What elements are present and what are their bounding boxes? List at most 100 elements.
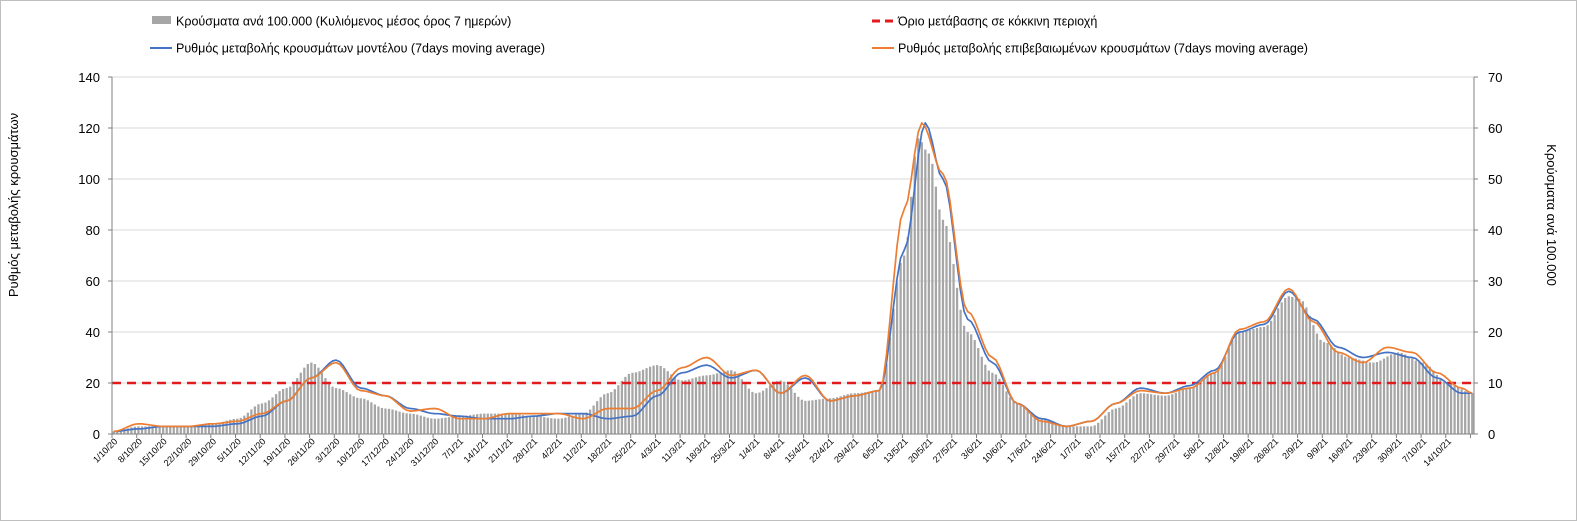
- bar: [349, 394, 352, 434]
- bar: [338, 388, 341, 434]
- bar: [289, 386, 292, 434]
- bar: [197, 425, 200, 434]
- bar: [994, 374, 998, 434]
- bar: [917, 138, 920, 434]
- bar: [1072, 426, 1075, 434]
- bar: [528, 416, 532, 434]
- bar: [1379, 360, 1382, 434]
- bar: [169, 426, 172, 434]
- bar: [1227, 348, 1230, 434]
- bar: [394, 410, 398, 434]
- x-tick-label: 1/7/21: [1058, 436, 1083, 461]
- bar: [716, 373, 719, 434]
- bar: [1040, 418, 1043, 434]
- bar: [490, 413, 493, 434]
- bar: [172, 426, 175, 434]
- bar: [1075, 426, 1079, 434]
- bar: [257, 404, 260, 434]
- bar: [384, 408, 387, 434]
- bar: [910, 196, 913, 434]
- bar: [126, 428, 130, 434]
- bar: [151, 426, 154, 434]
- bar: [250, 409, 253, 434]
- x-tick-label: 22/7/21: [1128, 436, 1156, 464]
- bar: [585, 412, 588, 434]
- bar: [1287, 296, 1290, 434]
- bar: [1174, 392, 1177, 434]
- bar: [1273, 314, 1276, 434]
- bar: [1206, 375, 1209, 434]
- y-tick-label: 30: [1488, 274, 1502, 289]
- bar: [310, 362, 313, 434]
- bar: [243, 415, 246, 434]
- bar: [1291, 296, 1294, 434]
- bar: [814, 399, 818, 434]
- bar: [670, 374, 673, 434]
- bar: [775, 381, 779, 434]
- bar: [927, 153, 930, 434]
- bar: [1012, 401, 1015, 434]
- bar: [754, 393, 758, 434]
- y-tick-label: 40: [86, 325, 100, 340]
- bar: [825, 398, 828, 434]
- bar: [1047, 420, 1050, 434]
- bar: [444, 417, 447, 434]
- bar: [744, 384, 747, 434]
- bar: [624, 376, 627, 434]
- bar: [140, 426, 144, 434]
- x-tick-label: 16/9/21: [1326, 436, 1354, 464]
- bar: [511, 413, 514, 434]
- bar: [853, 393, 856, 434]
- legend-label: Ρυθμός μεταβολής κρουσμάτων μοντέλου (7d…: [176, 42, 545, 56]
- bar: [924, 149, 927, 435]
- bar: [959, 309, 962, 434]
- bar: [1393, 352, 1396, 434]
- bar: [899, 262, 902, 434]
- bar: [204, 424, 207, 434]
- bar: [1298, 298, 1301, 434]
- bar: [945, 226, 948, 434]
- bar: [278, 391, 281, 434]
- bar: [952, 263, 955, 434]
- bar: [1079, 426, 1082, 434]
- bar: [832, 398, 835, 434]
- bar: [282, 388, 285, 434]
- bar: [772, 382, 775, 434]
- bar: [1453, 385, 1456, 434]
- bar: [497, 413, 500, 434]
- bar: [546, 417, 549, 434]
- bar: [222, 421, 225, 434]
- bar: [779, 380, 782, 434]
- bar: [1411, 358, 1414, 434]
- y-tick-label: 50: [1488, 172, 1502, 187]
- bar: [112, 431, 115, 434]
- bar: [691, 378, 694, 434]
- bar: [747, 388, 751, 434]
- bar: [828, 398, 832, 434]
- bar: [906, 237, 909, 434]
- bar: [857, 393, 860, 434]
- x-tick-label: 11/2/21: [561, 436, 589, 464]
- bar: [331, 386, 334, 434]
- bar: [1167, 395, 1170, 434]
- bar: [663, 368, 666, 434]
- bar: [1322, 342, 1326, 434]
- bar: [1262, 326, 1266, 434]
- bar: [253, 406, 257, 434]
- bar: [1224, 356, 1227, 434]
- bar: [176, 426, 179, 434]
- bar: [1068, 426, 1072, 434]
- bar: [719, 372, 722, 434]
- bar: [193, 425, 197, 434]
- bar: [705, 375, 708, 434]
- bar: [1354, 358, 1357, 434]
- bar: [1372, 362, 1375, 434]
- legend-label: Ρυθμός μεταβολής επιβεβαιωμένων κρουσμάτ…: [898, 42, 1308, 56]
- legend-swatch: [152, 16, 171, 24]
- bar: [1460, 389, 1463, 434]
- bar: [1333, 348, 1336, 434]
- bar: [324, 378, 327, 434]
- bar: [416, 414, 419, 434]
- y-tick-label: 100: [78, 172, 100, 187]
